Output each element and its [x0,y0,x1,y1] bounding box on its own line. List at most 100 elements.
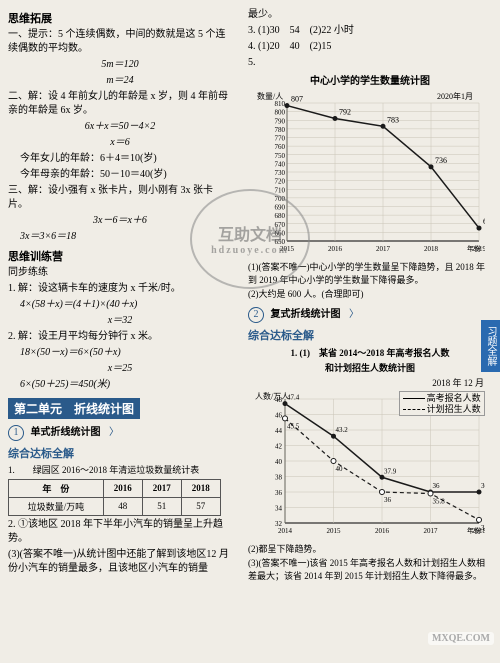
svg-text:36: 36 [275,489,283,497]
footer-watermark: MXQE.COM [428,632,494,645]
page: 思维拓展 一、提示：5 个连续偶数，中间的数就是这 5 个连续偶数的平均数。 5… [0,0,500,663]
q1-intro: 1. 解：设这辆卡车的速度为 x 千米/时。 [8,282,232,296]
tbl-v1: 48 [103,497,142,515]
svg-text:年份: 年份 [467,244,481,253]
p1-eq2: m＝24 [8,74,232,88]
svg-text:人数/万人: 人数/万人 [255,391,289,401]
svg-text:760: 760 [275,143,286,151]
svg-text:750: 750 [275,152,286,160]
right-column: 最少。 3. (1)30 54 (2)22 小时 4. (1)20 40 (2)… [240,0,500,663]
tbl-r1: 垃圾数量/万吨 [9,497,104,515]
heading-swxly: 思维训练营 [8,248,232,264]
svg-text:2014: 2014 [278,527,293,535]
svg-text:42: 42 [275,442,283,450]
r-q5: 5. [248,56,492,70]
svg-text:800: 800 [275,109,286,117]
q2-eq3: 6×(50＋25)＝450(米) [8,378,232,392]
c2-note1: (2)都呈下降趋势。 [248,543,492,556]
sub1: 1 单式折线统计图 〉 [8,423,232,441]
tbl-v2: 51 [142,497,181,515]
svg-text:2016: 2016 [328,245,343,253]
svg-text:38: 38 [275,473,283,481]
svg-text:665: 665 [483,217,485,226]
svg-text:660: 660 [275,229,286,237]
q2-intro: 2. 解：设王月平均每分钟行 x 米。 [8,330,232,344]
r-q4: 4. (1)20 40 (2)15 [248,40,492,54]
svg-text:年份: 年份 [467,526,481,535]
p2-intro: 二、解：设 4 年前女儿的年龄是 x 岁，则 4 年前母亲的年龄是 6x 岁。 [8,90,232,118]
svg-text:740: 740 [275,160,286,168]
legend-a-label: 高考报名人数 [427,393,481,403]
svg-text:45.5: 45.5 [287,422,300,430]
side-tab: 习题全解 [481,320,500,372]
svg-text:720: 720 [275,178,286,186]
q1-eq1: 4×(58＋x)＝(4＋1)×(40＋x) [8,298,232,312]
svg-text:46: 46 [275,411,283,419]
table-title: 1. 绿园区 2016～2018 年清运垃圾数量统计表 [8,464,232,477]
p1-intro: 一、提示：5 个连续偶数，中间的数就是这 5 个连续偶数的平均数。 [8,28,232,56]
svg-text:36: 36 [433,482,441,490]
svg-text:730: 730 [275,169,286,177]
svg-text:700: 700 [275,195,286,203]
svg-text:44: 44 [275,427,283,435]
sub1-txt: 单式折线统计图 [31,427,101,438]
heading-tblx: 同步练练 [8,266,232,280]
zhdb2-label: 综合达标全解 [248,327,492,343]
sub2-num: 2 [248,307,264,323]
unit2-title: 第二单元 折线统计图 [8,398,140,419]
svg-text:2018: 2018 [424,245,439,253]
legend-b: 计划招生人数 [403,404,481,415]
svg-text:37.9: 37.9 [384,467,397,475]
svg-text:810: 810 [275,100,286,108]
svg-text:40: 40 [336,465,344,473]
p2-eq1: 6x＋x＝50－4×2 [8,120,232,134]
legend-b-label: 计划招生人数 [427,404,481,414]
svg-text:807: 807 [291,95,303,104]
chart1: 数量/人2020年1月65066067068069070071072073074… [255,89,484,259]
svg-text:783: 783 [387,115,399,124]
p3-intro: 三、解：设小强有 x 张卡片，则小刚有 3x 张卡片。 [8,184,232,212]
sub1-num: 1 [8,425,24,441]
left-column: 思维拓展 一、提示：5 个连续偶数，中间的数就是这 5 个连续偶数的平均数。 5… [0,0,240,663]
svg-text:790: 790 [275,117,286,125]
legend-a: 高考报名人数 [403,393,481,404]
svg-text:736: 736 [435,156,447,165]
p2-l1: 今年女儿的年龄：6＋4＝10(岁) [8,152,232,166]
tbl-h4: 2018 [181,479,220,497]
sub2-txt: 复式折线统计图 [271,309,341,320]
tbl-h1: 年 份 [9,479,104,497]
chart1-title: 中心小学的学生数量统计图 [248,72,492,87]
svg-text:780: 780 [275,126,286,134]
svg-text:35.8: 35.8 [433,497,446,505]
arrow-icon: 〉 [349,309,359,320]
svg-text:2017: 2017 [424,527,439,535]
p2-eq2: x＝6 [8,136,232,150]
garbage-table: 年 份 2016 2017 2018 垃圾数量/万吨 48 51 57 [8,479,221,516]
r-q3: 3. (1)30 54 (2)22 小时 [248,24,492,38]
svg-text:2015: 2015 [280,245,295,253]
tbl-h3: 2017 [142,479,181,497]
chart2: 高考报名人数 计划招生人数 人数/万人323436384042444648201… [255,391,484,541]
svg-text:2015: 2015 [327,527,342,535]
svg-text:47.4: 47.4 [287,393,300,401]
svg-text:32.4: 32.4 [481,524,485,532]
q2-eq1: 18×(50－x)＝6×(50＋x) [8,346,232,360]
svg-text:2016: 2016 [375,527,390,535]
svg-text:2020年1月: 2020年1月 [437,91,473,101]
note2-1: 2. ①该地区 2018 年下半年小汽车的销量呈上升趋势。 [8,518,232,546]
svg-text:680: 680 [275,212,286,220]
sub2: 2 复式折线统计图 〉 [248,305,492,323]
r-top: 最少。 [248,8,492,22]
heading-swtz: 思维拓展 [8,10,232,26]
svg-text:710: 710 [275,186,286,194]
p3-eq1: 3x－6＝x＋6 [8,214,232,228]
q2-eq2: x＝25 [8,362,232,376]
c2-note2: (3)(答案不唯一)该省 2015 年高考报名人数和计划招生人数相差最大；该省 … [248,557,492,582]
svg-text:34: 34 [275,504,283,512]
svg-text:670: 670 [275,221,286,229]
r-q5-num: 5. [248,57,256,68]
svg-text:36: 36 [481,482,485,490]
zhdb-label: 综合达标全解 [8,445,232,461]
tbl-h2: 2016 [103,479,142,497]
chart2-date: 2018 年 12 月 [248,376,492,389]
